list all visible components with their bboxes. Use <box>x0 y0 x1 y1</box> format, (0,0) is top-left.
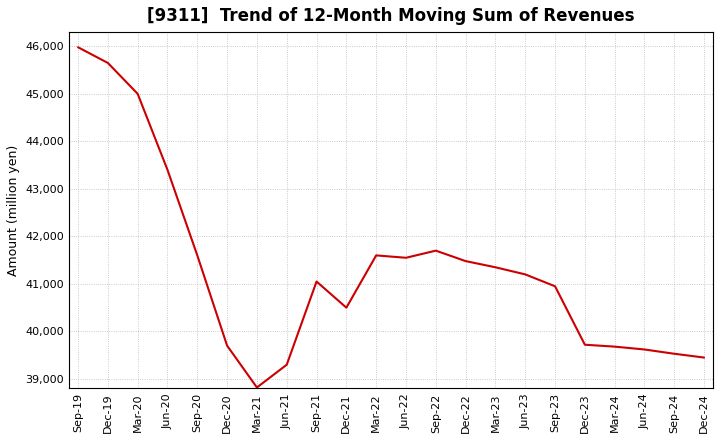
Title: [9311]  Trend of 12-Month Moving Sum of Revenues: [9311] Trend of 12-Month Moving Sum of R… <box>148 7 635 25</box>
Y-axis label: Amount (million yen): Amount (million yen) <box>7 145 20 276</box>
